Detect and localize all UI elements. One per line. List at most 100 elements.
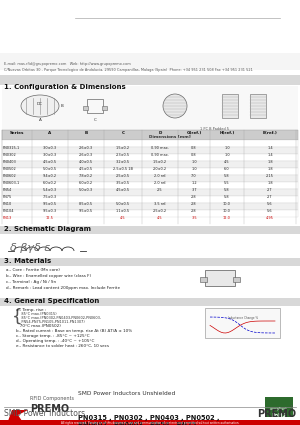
Text: 1.8: 1.8: [267, 167, 273, 171]
Text: B: B: [61, 104, 63, 108]
Text: RoHS: RoHS: [272, 413, 286, 418]
Text: e.- Resistance to solder heat : 260°C, 10 secs: e.- Resistance to solder heat : 260°C, 1…: [16, 344, 109, 348]
Text: 0.90 max.: 0.90 max.: [151, 146, 169, 150]
Text: a.- Temp. rise :: a.- Temp. rise :: [16, 308, 46, 312]
Circle shape: [163, 94, 187, 118]
Text: PN13: PN13: [3, 216, 12, 220]
Bar: [205, 308, 280, 338]
Text: SMD Power Inductors Unshielded: SMD Power Inductors Unshielded: [78, 391, 175, 396]
Text: 5.8: 5.8: [224, 195, 230, 199]
Text: 70°C max.(PN0502): 70°C max.(PN0502): [16, 324, 61, 328]
Text: δ βγδ ε: δ βγδ ε: [10, 243, 50, 253]
Text: 3.0±0.3: 3.0±0.3: [43, 153, 57, 157]
Bar: [2, 168, 298, 175]
Bar: [0, 0, 300, 40]
Text: 3.0±0.3: 3.0±0.3: [43, 146, 57, 150]
Text: 1.4: 1.4: [267, 153, 273, 157]
Text: 4.5±0.5: 4.5±0.5: [43, 160, 57, 164]
Bar: [0, 420, 300, 425]
Text: 5.0±0.5: 5.0±0.5: [116, 202, 130, 206]
Text: 1: 1: [290, 405, 293, 410]
Text: PREMO: PREMO: [257, 409, 296, 419]
Text: A: A: [48, 131, 52, 135]
Text: 2.8: 2.8: [191, 209, 197, 213]
Text: 9.4±0.2: 9.4±0.2: [43, 174, 57, 178]
Text: All rights reserved. Passing on of this document, use and communication of conte: All rights reserved. Passing on of this …: [61, 421, 239, 425]
Text: 1.0: 1.0: [224, 153, 230, 157]
Text: PREMO: PREMO: [30, 404, 69, 414]
Bar: [233, 277, 240, 282]
Text: E(ref.): E(ref.): [262, 131, 278, 135]
Text: 1.4: 1.4: [267, 146, 273, 150]
Text: 5.6: 5.6: [267, 209, 273, 213]
Text: 5.6: 5.6: [267, 202, 273, 206]
Text: 0.8: 0.8: [191, 146, 197, 150]
Bar: [250, 94, 266, 118]
Text: PN0315-1: PN0315-1: [3, 146, 20, 150]
Bar: [2, 154, 298, 161]
Text: PN54,PN75,PN105,PN1011,PN1307): PN54,PN75,PN105,PN1011,PN1307): [18, 320, 85, 324]
Text: b.- Rated current : Base on temp. rise Δt (B) ΔT/A ± 10%: b.- Rated current : Base on temp. rise Δ…: [16, 329, 132, 333]
Text: 1. Configuration & Dimensions: 1. Configuration & Dimensions: [4, 84, 126, 90]
Bar: [2, 161, 298, 168]
Text: 2.15: 2.15: [266, 174, 274, 178]
Text: 3.5: 3.5: [191, 216, 197, 220]
Text: 5.0±0.5: 5.0±0.5: [43, 167, 57, 171]
Text: d.- Remark : Lead content 200ppm max. Include Ferrite: d.- Remark : Lead content 200ppm max. In…: [6, 286, 120, 290]
Text: b.- Wire : Enamelled copper wire (class F): b.- Wire : Enamelled copper wire (class …: [6, 274, 91, 278]
Bar: [0, 258, 300, 266]
Text: PN0403: PN0403: [3, 160, 17, 164]
Text: 4.5: 4.5: [120, 216, 126, 220]
Bar: [2, 189, 298, 196]
Text: 9.5±0.3: 9.5±0.3: [43, 209, 57, 213]
Text: PN0602: PN0602: [3, 174, 17, 178]
Text: 5.4±0.3: 5.4±0.3: [43, 188, 57, 192]
Text: 1.2: 1.2: [191, 181, 197, 185]
Bar: [2, 203, 298, 210]
Text: 1.8: 1.8: [267, 181, 273, 185]
Text: 2.6±0.3: 2.6±0.3: [79, 146, 93, 150]
Text: 2.0 ref.: 2.0 ref.: [154, 181, 166, 185]
Text: 2.7: 2.7: [267, 188, 273, 192]
Text: 5.8: 5.8: [224, 188, 230, 192]
Text: 1 PC B Padded 5: 1 PC B Padded 5: [200, 127, 229, 131]
Text: 4.5±0.5: 4.5±0.5: [116, 188, 130, 192]
Text: 85°C max.(PN0315): 85°C max.(PN0315): [18, 312, 57, 316]
Text: E-mail: mas.rfid@grupopremo.com   Web: http://www.grupopremo.com: E-mail: mas.rfid@grupopremo.com Web: htt…: [4, 62, 131, 66]
Text: 3.5 ref.: 3.5 ref.: [154, 202, 166, 206]
Text: C: C: [122, 131, 124, 135]
Text: d.- Operating temp. : -40°C ~ +105°C: d.- Operating temp. : -40°C ~ +105°C: [16, 339, 95, 343]
Text: 2. Schematic Diagram: 2. Schematic Diagram: [4, 226, 91, 232]
Text: 6.0: 6.0: [224, 167, 230, 171]
Bar: [200, 277, 207, 282]
Text: 1.0: 1.0: [191, 160, 197, 164]
Text: 4. General Specification: 4. General Specification: [4, 298, 99, 304]
Text: 5.8: 5.8: [224, 174, 230, 178]
Ellipse shape: [21, 95, 59, 117]
Bar: [83, 106, 88, 110]
Bar: [2, 182, 298, 189]
Text: 2.8: 2.8: [191, 202, 197, 206]
Text: 3. Materials: 3. Materials: [4, 258, 51, 264]
Text: 1.5±0.2: 1.5±0.2: [116, 146, 130, 150]
Text: 6.0±0.2: 6.0±0.2: [79, 181, 93, 185]
Text: DC: DC: [37, 102, 43, 106]
Bar: [2, 210, 298, 217]
Text: C/Nuevas Orbitas 30 - Parque Tecnologico de Andalucia, 29590 Campanillas, Malaga: C/Nuevas Orbitas 30 - Parque Tecnologico…: [4, 68, 253, 72]
Text: 2.6±0.3: 2.6±0.3: [79, 153, 93, 157]
Text: D: D: [158, 131, 162, 135]
Text: 2.5: 2.5: [157, 188, 163, 192]
Bar: [0, 75, 300, 85]
Text: PN104: PN104: [3, 209, 14, 213]
Text: 4.0±0.5: 4.0±0.5: [79, 160, 93, 164]
Text: 2.8: 2.8: [191, 195, 197, 199]
Text: 7.5±0.3: 7.5±0.3: [43, 195, 57, 199]
Text: 1.0: 1.0: [191, 167, 197, 171]
Text: 1.0: 1.0: [224, 146, 230, 150]
Text: 4.5±0.5: 4.5±0.5: [79, 167, 93, 171]
Text: 12.0: 12.0: [223, 216, 231, 220]
Text: 2.5±0.2: 2.5±0.2: [153, 209, 167, 213]
Text: A: A: [39, 118, 41, 122]
Text: 2.5±0.5: 2.5±0.5: [116, 174, 130, 178]
Text: c.- Terminal : Ag / Ni / Sn: c.- Terminal : Ag / Ni / Sn: [6, 280, 56, 284]
